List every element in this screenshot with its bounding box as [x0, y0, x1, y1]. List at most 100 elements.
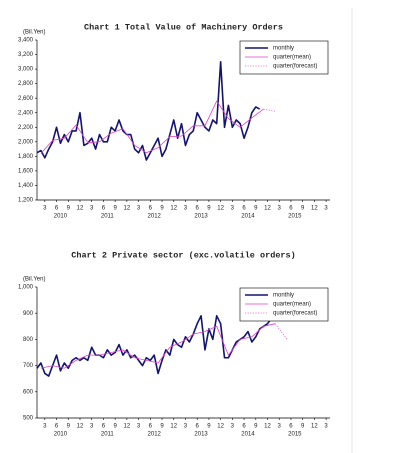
- y-tick-label: 500: [23, 416, 34, 422]
- x-tick-label: 9: [207, 424, 211, 430]
- x-tick-label: 9: [160, 206, 164, 212]
- x-tick-label: 9: [301, 206, 305, 212]
- y-tick-label: 1,200: [18, 198, 34, 204]
- series-line: [36, 61, 261, 161]
- x-tick-label: 3: [231, 424, 235, 430]
- y-axis-label: (Bil.Yen): [23, 30, 45, 36]
- x-tick-label: 12: [124, 206, 131, 212]
- y-tick-label: 2,000: [18, 139, 34, 145]
- x-tick-label: 3: [184, 206, 188, 212]
- x-tick-label: 9: [113, 424, 117, 430]
- year-label: 2012: [148, 432, 162, 438]
- year-label: 2014: [241, 432, 255, 438]
- legend-box: [239, 287, 329, 322]
- x-tick-label: 6: [196, 424, 200, 430]
- x-tick-label: 3: [324, 424, 328, 430]
- y-tick-label: 1,600: [18, 168, 34, 174]
- x-tick-label: 3: [90, 424, 94, 430]
- y-tick-label: 800: [23, 337, 34, 343]
- y-axis-label: (Bil.Yen): [23, 277, 45, 283]
- x-tick-label: 6: [55, 424, 59, 430]
- x-tick-label: 12: [170, 206, 177, 212]
- year-label: 2013: [194, 214, 208, 220]
- y-tick-label: 1,000: [18, 285, 34, 291]
- y-tick-label: 2,600: [18, 96, 34, 102]
- x-tick-label: 12: [264, 424, 271, 430]
- x-tick-label: 12: [217, 424, 224, 430]
- legend: monthly quarter(mean) quarter(forecast): [239, 40, 329, 75]
- x-tick-label: 3: [43, 424, 47, 430]
- legend: monthly quarter(mean) quarter(forecast): [239, 287, 329, 322]
- x-tick-label: 3: [278, 206, 282, 212]
- x-tick-label: 6: [289, 206, 293, 212]
- x-tick-label: 12: [77, 206, 84, 212]
- x-tick-label: 6: [55, 206, 59, 212]
- year-label: 2010: [54, 214, 68, 220]
- x-tick-label: 9: [67, 206, 71, 212]
- x-tick-label: 12: [170, 424, 177, 430]
- x-tick-label: 12: [311, 424, 318, 430]
- x-tick-label: 9: [207, 206, 211, 212]
- y-tick-label: 2,400: [18, 110, 34, 116]
- x-tick-label: 3: [324, 206, 328, 212]
- year-label: 2011: [101, 432, 115, 438]
- series-line: [274, 323, 288, 340]
- x-tick-label: 12: [124, 424, 131, 430]
- legend-label: quarter(mean): [273, 302, 311, 308]
- series-line: [40, 323, 276, 369]
- x-tick-label: 3: [137, 206, 141, 212]
- year-label: 2013: [194, 432, 208, 438]
- x-tick-label: 6: [242, 206, 246, 212]
- x-tick-label: 6: [102, 206, 106, 212]
- x-tick-label: 6: [149, 424, 153, 430]
- year-label: 2014: [241, 214, 255, 220]
- x-tick-label: 6: [102, 424, 106, 430]
- x-tick-label: 3: [278, 424, 282, 430]
- chart-title: Chart 2 Private sector (exc.volatile ord…: [71, 250, 295, 260]
- x-tick-label: 9: [160, 424, 164, 430]
- year-label: 2011: [101, 214, 115, 220]
- legend-label: monthly: [273, 293, 294, 299]
- year-label: 2010: [54, 432, 68, 438]
- y-tick-label: 1,800: [18, 154, 34, 160]
- x-tick-label: 6: [289, 424, 293, 430]
- x-tick-label: 3: [137, 424, 141, 430]
- y-tick-label: 600: [23, 389, 34, 395]
- series-line: [40, 100, 264, 154]
- x-tick-label: 6: [149, 206, 153, 212]
- legend-label: quarter(forecast): [273, 64, 317, 70]
- y-tick-label: 2,800: [18, 81, 34, 87]
- series-line: [263, 108, 276, 112]
- legend-box: [239, 40, 329, 75]
- x-tick-label: 3: [90, 206, 94, 212]
- legend-label: quarter(mean): [273, 55, 311, 61]
- legend-label: quarter(forecast): [273, 311, 317, 317]
- x-tick-label: 12: [77, 424, 84, 430]
- x-tick-label: 9: [301, 424, 305, 430]
- x-tick-label: 3: [184, 424, 188, 430]
- y-tick-label: 3,000: [18, 67, 34, 73]
- x-tick-label: 6: [242, 424, 246, 430]
- x-tick-label: 12: [264, 206, 271, 212]
- y-tick-label: 900: [23, 311, 34, 317]
- x-tick-label: 9: [254, 206, 258, 212]
- y-tick-label: 3,200: [18, 52, 34, 58]
- y-tick-label: 700: [23, 363, 34, 369]
- series-line: [36, 312, 276, 377]
- x-tick-label: 9: [67, 424, 71, 430]
- chart-title: Chart 1 Total Value of Machinery Orders: [84, 22, 283, 32]
- x-tick-label: 9: [113, 206, 117, 212]
- year-label: 2015: [288, 432, 302, 438]
- year-label: 2015: [288, 214, 302, 220]
- y-tick-label: 1,400: [18, 183, 34, 189]
- x-tick-label: 12: [311, 206, 318, 212]
- y-tick-label: 2,200: [18, 125, 34, 131]
- x-tick-label: 6: [196, 206, 200, 212]
- x-tick-label: 3: [43, 206, 47, 212]
- y-tick-label: 3,400: [18, 38, 34, 44]
- legend-label: monthly: [273, 46, 294, 52]
- x-tick-label: 12: [217, 206, 224, 212]
- year-label: 2012: [148, 214, 162, 220]
